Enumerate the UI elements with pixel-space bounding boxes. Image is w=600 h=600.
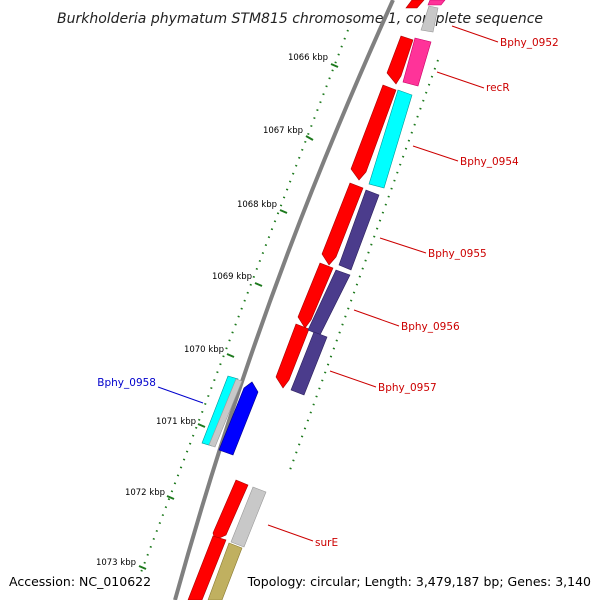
gene-label-Bphy_0955: Bphy_0955 xyxy=(428,248,487,260)
kbp-label: 1072 kbp xyxy=(125,488,165,498)
kbp-tick-1073: 1073 kbp xyxy=(96,558,147,570)
cds-gray-0952 xyxy=(420,5,439,33)
kbp-tick-1072: 1072 kbp xyxy=(125,488,175,500)
kbp-label: 1066 kbp xyxy=(288,53,328,63)
kbp-tick-1066: 1066 kbp xyxy=(288,53,339,68)
kbp-label: 1073 kbp xyxy=(96,558,136,568)
cds-gray-0958 xyxy=(208,378,243,448)
gene-label-Bphy_0958: Bphy_0958 xyxy=(97,377,156,389)
cds-purple-0957 xyxy=(290,331,328,396)
kbp-tick-1068: 1068 kbp xyxy=(237,200,288,214)
accession-text: Accession: NC_010622 xyxy=(9,574,151,589)
cds-forward xyxy=(187,535,227,600)
gene-label-Bphy_0952: Bphy_0952 xyxy=(500,37,559,49)
cds-gray-surE xyxy=(230,486,267,548)
leader-Bphy_0952 xyxy=(451,25,499,43)
kbp-label: 1067 kbp xyxy=(263,126,303,136)
cds-pink-recR xyxy=(402,37,432,87)
gene-label-Bphy_0956: Bphy_0956 xyxy=(401,321,460,333)
kbp-label: 1070 kbp xyxy=(184,345,224,355)
leader-Bphy_0956 xyxy=(353,309,400,327)
cds-forward-surE xyxy=(212,479,249,541)
cds-forward-0956 xyxy=(297,262,334,329)
kbp-label: 1071 kbp xyxy=(156,417,196,427)
leader-Bphy_0958 xyxy=(157,386,204,404)
map-title: Burkholderia phymatum STM815 chromosome … xyxy=(57,11,543,27)
kbp-tick-1070: 1070 kbp xyxy=(184,345,235,358)
kbp-tick-1071: 1071 kbp xyxy=(156,417,206,428)
cds-forward xyxy=(405,0,425,9)
kbp-label: 1069 kbp xyxy=(212,272,252,282)
gc-track-inner xyxy=(289,59,439,471)
leader-Bphy_0957 xyxy=(329,370,377,388)
cds-olive xyxy=(207,542,243,600)
leader-Bphy_0954 xyxy=(412,145,459,162)
cds-purple-0955 xyxy=(338,189,380,271)
gene-label-Bphy_0954: Bphy_0954 xyxy=(460,156,519,168)
kbp-tick-1069: 1069 kbp xyxy=(212,272,263,287)
cds-forward-recR xyxy=(386,35,414,85)
kbp-label: 1068 kbp xyxy=(237,200,277,210)
topology-text: Topology: circular; Length: 3,479,187 bp… xyxy=(247,574,591,589)
leader-Bphy_0955 xyxy=(379,237,427,254)
leader-surE xyxy=(267,524,314,542)
cds-cyan-0954 xyxy=(368,89,413,189)
leader-recR xyxy=(436,71,485,89)
cds-forward-0955 xyxy=(321,182,364,266)
kbp-tick-1067: 1067 kbp xyxy=(263,126,314,141)
gene-label-surE: surE xyxy=(315,537,338,549)
cds-forward-0954 xyxy=(350,84,397,181)
cds-reverse-blue xyxy=(218,381,259,456)
backbone-arc xyxy=(173,0,395,600)
gene-label-Bphy_0957: Bphy_0957 xyxy=(378,382,437,394)
cds-forward-0957 xyxy=(275,323,310,389)
gene-label-recR: recR xyxy=(486,82,510,94)
cds-pink xyxy=(427,0,446,6)
